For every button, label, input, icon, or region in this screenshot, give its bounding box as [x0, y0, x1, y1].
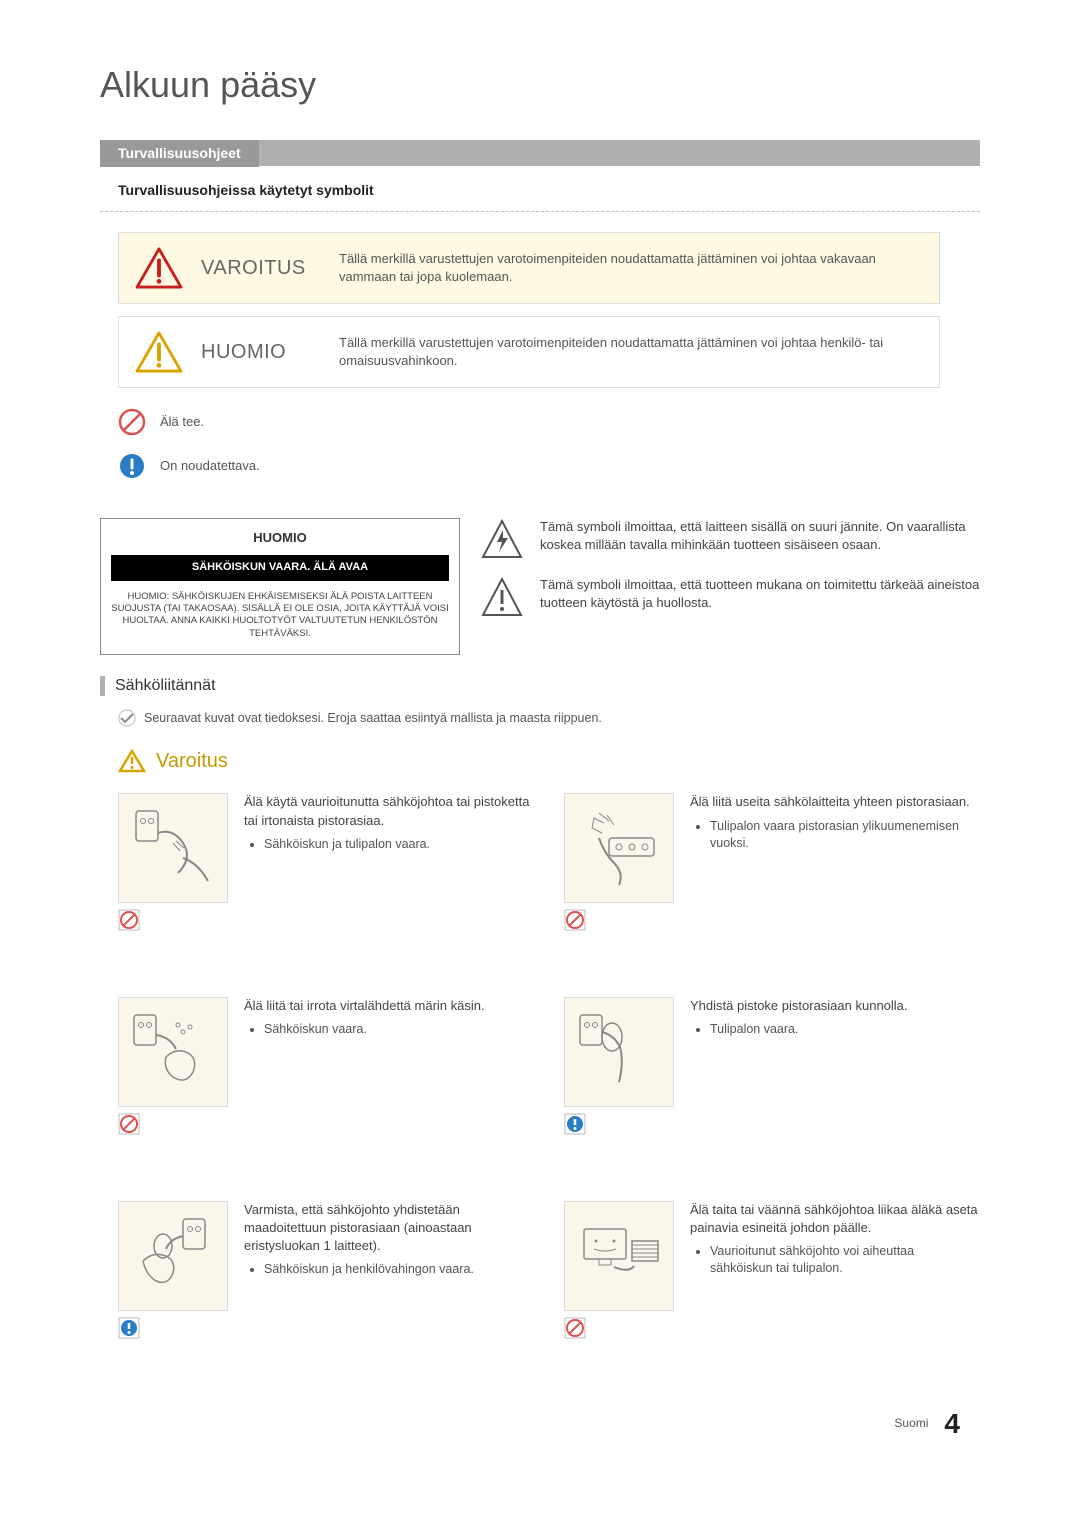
caution-h2: SÄHKÖISKUN VAARA. ÄLÄ AVAA: [111, 555, 449, 580]
high-voltage-icon: [480, 518, 524, 562]
info-icon: [118, 452, 146, 480]
warning-box-varoitus: VAROITUS Tällä merkillä varustettujen va…: [118, 232, 940, 304]
electric-heading-text: Sähköliitännät: [115, 675, 216, 697]
symbol-row-voltage: Tämä symboli ilmoittaa, että laitteen si…: [480, 518, 980, 562]
warning-grid: Älä käytä vaurioitunutta sähköjohtoa tai…: [118, 793, 980, 1344]
cell-text-5: Varmista, että sähköjohto yhdistetään ma…: [244, 1201, 534, 1279]
cell-text-6: Älä taita tai väännä sähköjohtoa liikaa …: [690, 1201, 980, 1278]
varoitus-heading-label: Varoitus: [156, 747, 228, 775]
warning-triangle-small-icon: [118, 749, 146, 773]
info-marker-icon: [564, 1113, 586, 1135]
cell-plug-properly: Yhdistä pistoke pistorasiaan kunnolla. T…: [564, 997, 980, 1141]
cell-maintext-5: Varmista, että sähköjohto yhdistetään ma…: [244, 1202, 472, 1253]
cell-bullet-4: Tulipalon vaara.: [710, 1021, 908, 1039]
varoitus-text: Tällä merkillä varustettujen varotoimenp…: [339, 250, 923, 286]
footer: Suomi 4: [100, 1404, 980, 1443]
cell-maintext-6: Älä taita tai väännä sähköjohtoa liikaa …: [690, 1202, 978, 1235]
legend: Älä tee. On noudatettava.: [118, 400, 980, 488]
cell-text-3: Älä liitä tai irrota virtalähdettä märin…: [244, 997, 485, 1039]
symbol-text-2: Tämä symboli ilmoittaa, että tuotteen mu…: [540, 576, 980, 612]
caution-box: HUOMIO SÄHKÖISKUN VAARA. ÄLÄ AVAA HUOMIO…: [100, 518, 460, 655]
cell-multi-devices: Älä liitä useita sähkölaitteita yhteen p…: [564, 793, 980, 937]
cell-wet-hands: Älä liitä tai irrota virtalähdettä märin…: [118, 997, 534, 1141]
illus-wet-hands: [118, 997, 228, 1107]
cell-bullet-1: Sähköiskun ja tulipalon vaara.: [264, 836, 534, 854]
cell-maintext-2: Älä liitä useita sähkölaitteita yhteen p…: [690, 794, 970, 809]
illus-plug-properly: [564, 997, 674, 1107]
section-header-bar: Turvallisuusohjeet: [100, 140, 980, 166]
section-header-label: Turvallisuusohjeet: [100, 140, 259, 168]
caution-h1: HUOMIO: [111, 529, 449, 547]
cell-maintext-3: Älä liitä tai irrota virtalähdettä märin…: [244, 998, 485, 1013]
cell-text-4: Yhdistä pistoke pistorasiaan kunnolla. T…: [690, 997, 908, 1039]
info-marker-icon: [118, 1317, 140, 1339]
manual-notice-icon: [480, 576, 524, 620]
heading-bar-icon: [100, 676, 105, 696]
prohibit-marker-icon: [118, 909, 140, 931]
varoitus-heading: Varoitus: [118, 747, 980, 775]
illus-damaged-cord: [118, 793, 228, 903]
legend-text-no: Älä tee.: [160, 413, 204, 431]
caution-row: HUOMIO SÄHKÖISKUN VAARA. ÄLÄ AVAA HUOMIO…: [100, 518, 980, 655]
huomio-label: HUOMIO: [201, 338, 321, 366]
cell-maintext-1: Älä käytä vaurioitunutta sähköjohtoa tai…: [244, 794, 529, 827]
symbol-row-manual: Tämä symboli ilmoittaa, että tuotteen mu…: [480, 576, 980, 620]
cell-text-1: Älä käytä vaurioitunutta sähköjohtoa tai…: [244, 793, 534, 853]
caution-body: HUOMIO: SÄHKÖISKUJEN EHKÄISEMISEKSI ÄLÄ …: [111, 591, 449, 640]
cell-bullet-5: Sähköiskun ja henkilövahingon vaara.: [264, 1261, 534, 1279]
legend-row-prohibit: Älä tee.: [118, 400, 980, 444]
varoitus-label: VAROITUS: [201, 254, 321, 282]
prohibit-icon: [118, 408, 146, 436]
cell-damaged-cord: Älä käytä vaurioitunutta sähköjohtoa tai…: [118, 793, 534, 937]
symbol-text-1: Tämä symboli ilmoittaa, että laitteen si…: [540, 518, 980, 554]
electric-heading: Sähköliitännät: [100, 675, 980, 697]
footer-lang: Suomi: [894, 1415, 928, 1432]
footer-page-number: 4: [944, 1404, 960, 1443]
cell-bullet-6: Vaurioitunut sähköjohto voi aiheuttaa sä…: [710, 1243, 980, 1278]
illus-grounded: [118, 1201, 228, 1311]
cell-grounded: Varmista, että sähköjohto yhdistetään ma…: [118, 1201, 534, 1345]
warning-triangle-amber-icon: [135, 331, 183, 373]
cell-bullet-3: Sähköiskun vaara.: [264, 1021, 485, 1039]
cell-bend-cord: Älä taita tai väännä sähköjohtoa liikaa …: [564, 1201, 980, 1345]
legend-text-yes: On noudatettava.: [160, 457, 260, 475]
cell-text-2: Älä liitä useita sähkölaitteita yhteen p…: [690, 793, 980, 852]
symbols-heading: Turvallisuusohjeissa käytetyt symbolit: [100, 166, 980, 212]
prohibit-marker-icon: [118, 1113, 140, 1135]
cell-maintext-4: Yhdistä pistoke pistorasiaan kunnolla.: [690, 998, 908, 1013]
caution-symbols: Tämä symboli ilmoittaa, että laitteen si…: [480, 518, 980, 655]
prohibit-marker-icon: [564, 1317, 586, 1339]
huomio-text: Tällä merkillä varustettujen varotoimenp…: [339, 334, 923, 370]
warning-triangle-red-icon: [135, 247, 183, 289]
prohibit-marker-icon: [564, 909, 586, 931]
warning-box-huomio: HUOMIO Tällä merkillä varustettujen varo…: [118, 316, 940, 388]
page-title: Alkuun pääsy: [100, 60, 980, 110]
illus-bend-cord: [564, 1201, 674, 1311]
note-line: Seuraavat kuvat ovat tiedoksesi. Eroja s…: [118, 709, 980, 727]
legend-row-info: On noudatettava.: [118, 444, 980, 488]
cell-bullet-2: Tulipalon vaara pistorasian ylikuumenemi…: [710, 818, 980, 853]
note-text: Seuraavat kuvat ovat tiedoksesi. Eroja s…: [144, 710, 602, 728]
illus-multi-devices: [564, 793, 674, 903]
note-icon: [118, 709, 136, 727]
